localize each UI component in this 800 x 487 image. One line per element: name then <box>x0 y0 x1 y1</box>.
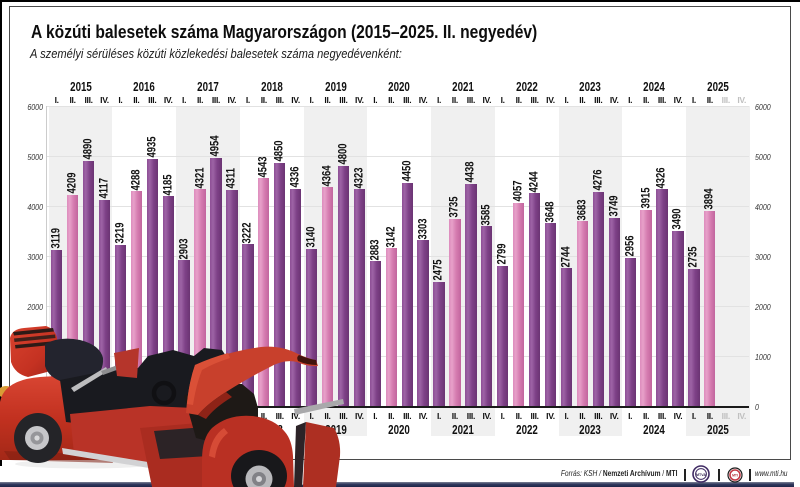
svg-text:MTI: MTI <box>732 473 738 477</box>
svg-text:MTVA: MTVA <box>696 472 706 476</box>
